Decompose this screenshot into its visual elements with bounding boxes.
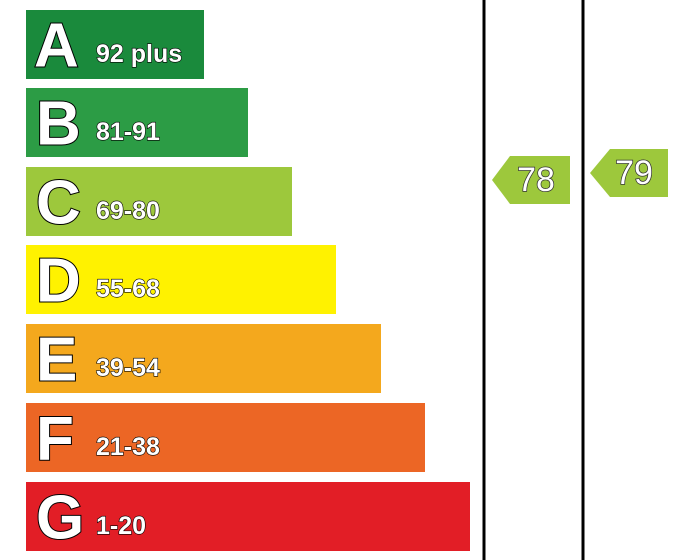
arrow-shape bbox=[590, 149, 668, 197]
band-range: 1-20 bbox=[96, 512, 146, 540]
band-bar bbox=[26, 403, 425, 472]
band-letter: F bbox=[36, 405, 74, 474]
band-range: 21-38 bbox=[96, 433, 160, 461]
band-letter: G bbox=[36, 484, 84, 553]
arrow-shape bbox=[492, 156, 570, 204]
band-range: 55-68 bbox=[96, 275, 160, 303]
band-f: F 21-38 bbox=[26, 403, 425, 475]
band-g: G 1-20 bbox=[26, 482, 470, 554]
band-letter: A bbox=[34, 12, 79, 81]
band-range: 69-80 bbox=[96, 197, 160, 225]
current-rating: 78 bbox=[517, 161, 555, 199]
band-d: D 55-68 bbox=[26, 245, 336, 317]
current-rating-arrow: 78 bbox=[492, 156, 570, 204]
band-letter: B bbox=[36, 90, 81, 159]
band-bar bbox=[26, 167, 292, 236]
band-b: B 81-91 bbox=[26, 88, 248, 160]
band-letter: D bbox=[36, 247, 81, 316]
band-a: A 92 plus bbox=[26, 10, 204, 82]
band-range: 81-91 bbox=[96, 118, 160, 146]
band-bar bbox=[26, 88, 248, 157]
band-bar bbox=[26, 324, 381, 393]
band-e: E 39-54 bbox=[26, 324, 381, 396]
band-c: C 69-80 bbox=[26, 167, 292, 239]
band-bar bbox=[26, 10, 204, 79]
potential-rating-arrow: 79 bbox=[590, 149, 668, 197]
band-range: 92 plus bbox=[96, 40, 182, 68]
potential-rating: 79 bbox=[615, 154, 653, 192]
band-letter: E bbox=[36, 326, 77, 395]
band-bar bbox=[26, 482, 470, 551]
band-range: 39-54 bbox=[96, 354, 160, 382]
band-letter: C bbox=[36, 169, 81, 238]
band-bar bbox=[26, 245, 336, 314]
